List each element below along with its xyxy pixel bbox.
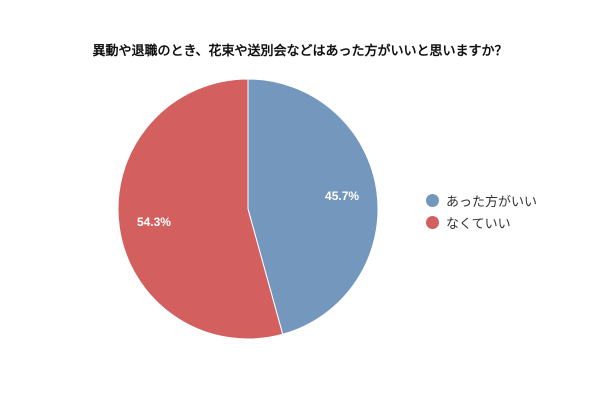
legend-item: あった方がいい: [426, 189, 537, 211]
legend-swatch: [426, 215, 439, 229]
legend-swatch: [426, 193, 439, 207]
chart-title: 異動や退職のとき、花束や送別会などはあった方がいいと思いますか？: [92, 44, 508, 59]
pie-slice: [117, 78, 284, 340]
data-label: 54.3%: [137, 215, 171, 229]
legend-label: なくていい: [446, 216, 511, 232]
legend: あった方がいい なくていい: [426, 189, 537, 233]
legend-label: あった方がいい: [446, 194, 538, 210]
legend-item: なくていい: [426, 211, 537, 233]
data-label: 45.7%: [325, 189, 359, 203]
pie-slice: [247, 78, 379, 335]
